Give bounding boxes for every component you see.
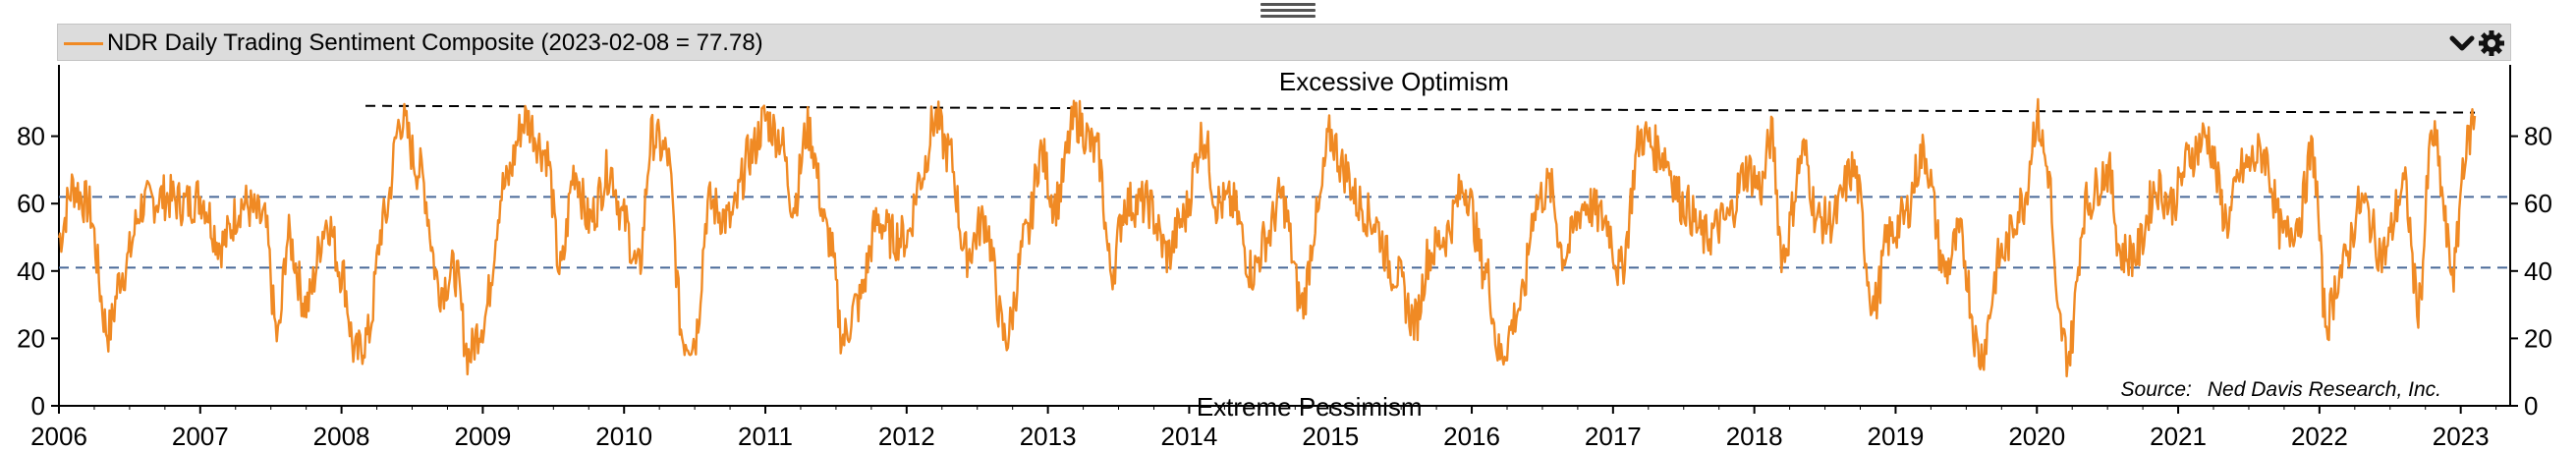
x-tick-label: 2015 [1302, 422, 1359, 451]
legend-swatch [64, 42, 103, 45]
x-tick-label: 2016 [1443, 422, 1500, 451]
excessive-optimism-label: Excessive Optimism [1279, 67, 1509, 96]
x-tick-label: 2011 [738, 422, 793, 451]
y-tick-label-right: 20 [2524, 323, 2552, 353]
excessive-optimism-line [365, 104, 2476, 114]
y-tick-label-right: 80 [2524, 122, 2552, 151]
x-tick-label: 2007 [172, 422, 229, 451]
x-tick-label: 2019 [1868, 422, 1925, 451]
x-tick-label: 2012 [878, 422, 935, 451]
panel-resize-handle[interactable] [1260, 0, 1316, 20]
extreme-pessimism-label: Extreme Pessimism [1197, 392, 1423, 422]
y-tick-label-left: 40 [17, 256, 45, 286]
y-tick-label-left: 60 [17, 189, 45, 218]
x-tick-label: 2014 [1161, 422, 1218, 451]
y-tick-label-left: 0 [31, 391, 45, 421]
y-tick-label-right: 40 [2524, 256, 2552, 286]
source-name: Ned Davis Research, Inc. [2208, 378, 2441, 401]
x-tick-label: 2021 [2150, 422, 2207, 451]
source-label: Source: [2121, 378, 2192, 401]
x-tick-label: 2013 [1020, 422, 1077, 451]
source-note: Source: Ned Davis Research, Inc. [2121, 378, 2441, 401]
x-tick-label: 2009 [454, 422, 511, 451]
x-tick-label: 2008 [313, 422, 370, 451]
x-tick-label: 2010 [595, 422, 652, 451]
x-tick-label: 2017 [1585, 422, 1642, 451]
y-tick-label-right: 60 [2524, 189, 2552, 218]
chevron-down-icon[interactable] [2447, 28, 2477, 58]
series-line [57, 97, 2477, 378]
y-tick-label-left: 80 [17, 122, 45, 151]
gear-icon[interactable] [2477, 28, 2506, 58]
x-tick-label: 2020 [2008, 422, 2065, 451]
y-tick-label-left: 20 [17, 323, 45, 353]
legend-label: NDR Daily Trading Sentiment Composite (2… [107, 29, 763, 56]
x-tick-label: 2022 [2291, 422, 2348, 451]
x-tick-label: 2018 [1726, 422, 1783, 451]
x-tick-label: 2023 [2433, 422, 2490, 451]
legend-bar: NDR Daily Trading Sentiment Composite (2… [57, 24, 2511, 61]
y-tick-label-right: 0 [2524, 391, 2538, 421]
x-tick-label: 2006 [30, 422, 87, 451]
